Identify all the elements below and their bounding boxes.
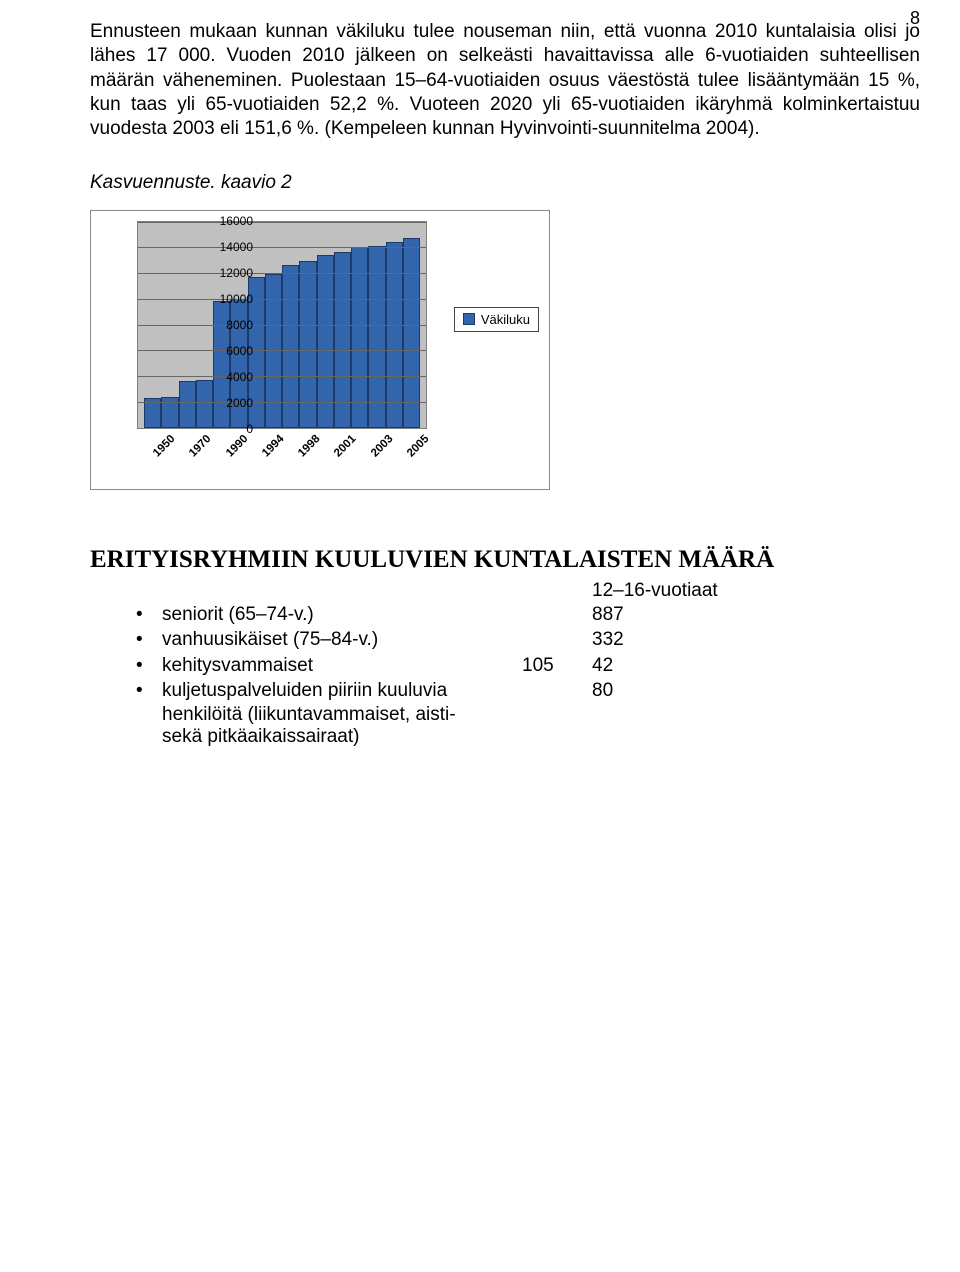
- chart-y-label: 6000: [207, 344, 253, 358]
- chart-x-label: 2001: [332, 432, 359, 459]
- chart-y-label: 16000: [207, 214, 253, 228]
- bullet: •: [136, 653, 162, 679]
- chart-x-label: 1994: [260, 432, 287, 459]
- chart-legend: Väkiluku: [454, 307, 539, 332]
- chart-y-label: 12000: [207, 266, 253, 280]
- chart-y-label: 2000: [207, 396, 253, 410]
- legend-swatch: [463, 313, 475, 325]
- chart-y-label: 10000: [207, 292, 253, 306]
- table-header-spacer: [162, 580, 522, 602]
- chart-gridline: [138, 247, 426, 248]
- row-col1: 105: [522, 653, 592, 679]
- chart-gridline: [138, 299, 426, 300]
- page-number: 8: [910, 8, 920, 29]
- row-label: kehitysvammaiset: [162, 653, 522, 679]
- chart-x-label: 1998: [296, 432, 323, 459]
- data-list: •seniorit (65–74-v.)887•vanhuusikäiset (…: [90, 602, 920, 705]
- chart-gridline: [138, 325, 426, 326]
- indented-text: sekä pitkäaikaissairaat): [162, 726, 522, 748]
- row-col2: 80: [592, 678, 712, 704]
- table-header-col1: [522, 580, 592, 602]
- chart-gridline: [138, 350, 426, 351]
- chart-gridline: [138, 376, 426, 377]
- table-header-row: 12–16-vuotiaat: [90, 580, 920, 602]
- chart-gridline: [138, 273, 426, 274]
- growth-chart: 1950 1970 1990 1994 1998 2001 2003 2005 Väkiluk…: [90, 210, 550, 490]
- bullet: •: [136, 602, 162, 628]
- body-paragraph: Ennusteen mukaan kunnan väkiluku tulee n…: [90, 20, 920, 142]
- list-item: •kuljetuspalveluiden piiriin kuuluvia 80: [136, 678, 920, 704]
- chart-caption: Kasvuennuste. kaavio 2: [90, 172, 920, 194]
- chart-gridline: [138, 222, 426, 223]
- chart-y-label: 4000: [207, 370, 253, 384]
- bullet: •: [136, 627, 162, 653]
- row-col2: 42: [592, 653, 712, 679]
- chart-y-label: 14000: [207, 240, 253, 254]
- chart-y-label: 0: [207, 422, 253, 436]
- indented-line: sekä pitkäaikaissairaat): [90, 726, 920, 748]
- indented-lines: henkilöitä (liikuntavammaiset, aisti-sek…: [90, 704, 920, 748]
- row-col2: 332: [592, 627, 712, 653]
- chart-x-label: 1970: [187, 432, 214, 459]
- legend-label: Väkiluku: [481, 312, 530, 327]
- list-item: •kehitysvammaiset10542: [136, 653, 920, 679]
- indented-line: henkilöitä (liikuntavammaiset, aisti-: [90, 704, 920, 726]
- table-header-col2: 12–16-vuotiaat: [592, 580, 772, 602]
- chart-bar: [351, 247, 368, 427]
- chart-x-label: 1950: [151, 432, 178, 459]
- chart-bar: [403, 238, 420, 427]
- list-item: •vanhuusikäiset (75–84-v.) 332: [136, 627, 920, 653]
- section-heading: ERITYISRYHMIIN KUULUVIEN KUNTALAISTEN MÄ…: [90, 546, 920, 574]
- row-label: kuljetuspalveluiden piiriin kuuluvia: [162, 678, 522, 704]
- chart-x-labels: 19501970199019941998200120032005: [137, 433, 427, 473]
- bullet: •: [136, 678, 162, 704]
- chart-x-label: 2005: [405, 432, 432, 459]
- chart-y-label: 8000: [207, 318, 253, 332]
- chart-bar: [386, 242, 403, 427]
- chart-bar: [282, 265, 299, 427]
- chart-plot-area: [137, 221, 427, 429]
- chart-x-label: 2003: [369, 432, 396, 459]
- list-item: •seniorit (65–74-v.) 887: [136, 602, 920, 628]
- row-col2: 887: [592, 602, 712, 628]
- chart-x-label: 1990: [224, 432, 251, 459]
- row-label: vanhuusikäiset (75–84-v.): [162, 627, 522, 653]
- row-label: seniorit (65–74-v.): [162, 602, 522, 628]
- indented-text: henkilöitä (liikuntavammaiset, aisti-: [162, 704, 522, 726]
- chart-gridline: [138, 402, 426, 403]
- chart-bar: [179, 381, 196, 427]
